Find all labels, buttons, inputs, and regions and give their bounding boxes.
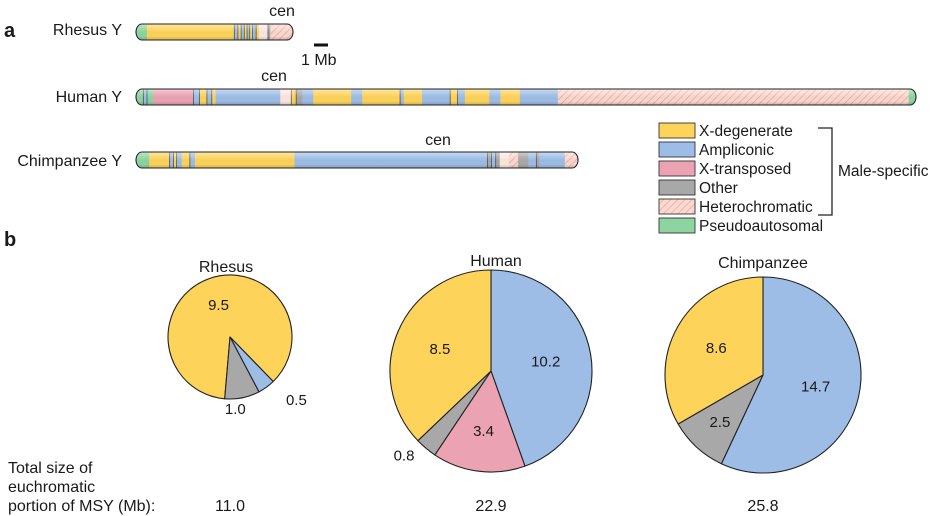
chimpanzee-slice-label-ampliconic: 14.7 [801,379,830,396]
human-slice-label-x-transposed: 3.4 [473,423,494,440]
chromosome-outline [135,151,579,169]
rhesus-total-size: 11.0 [215,498,245,515]
legend-label-pseudoautosomal: Pseudoautosomal [699,218,823,235]
total-size-label-line-3: portion of MSY (Mb): [8,498,155,515]
rhesus-slice-other [224,336,260,400]
legend-swatch-x-transposed [658,160,696,177]
rhesus-slice-label-x-degenerate: 9.5 [208,297,229,314]
human-slice-x-degenerate [389,269,492,442]
panel-a-label: a [4,20,16,42]
rhesus-centromere-label: cen [269,3,295,20]
legend-swatch-other [658,179,696,196]
chromosome-outline [135,23,294,41]
chromosome-outline [135,88,917,106]
human-slice-label-x-degenerate: 8.5 [429,341,450,358]
legend-label-other: Other [699,180,738,197]
chimpanzee-pie-title: Chimpanzee [718,255,808,272]
legend-label-x-transposed: X-transposed [699,161,791,178]
human-slice-ampliconic [490,269,593,467]
male-specific-bracket [818,127,833,216]
human-slice-label-ampliconic: 10.2 [531,354,560,371]
legend-swatch-pseudoautosomal [658,217,696,234]
human-centromere-label: cen [261,68,287,85]
legend-swatch-heterochromatic [658,198,696,215]
pie-charts: Rhesus 9.5 0.5 1.0 Human 10.2 3.4 0.8 8.5 Chimpan… [167,253,862,474]
chimpanzee-slice-label-x-degenerate: 8.6 [706,340,727,357]
human-slice-x-transposed [434,370,526,473]
legend-label-heterochromatic: Heterochromatic [699,199,813,216]
scale-bar-label: 1 Mb [301,52,337,69]
chimpanzee-centromere-label: cen [425,132,451,149]
panel-b-label: b [4,229,16,251]
rhesus-pie-title: Rhesus [199,259,253,276]
human-slice-label-other: 0.8 [394,447,415,464]
total-size-label-line-1: Total size of [8,460,93,477]
rhesus-y-chromosome [135,23,294,41]
human-total-size: 22.9 [475,498,506,515]
rhesus-slice-label-ampliconic: 0.5 [286,392,307,409]
chimpanzee-y-label: Chimpanzee Y [17,153,122,170]
rhesus-pie: Rhesus 9.5 0.5 1.0 [167,259,307,418]
human-pie-title: Human [470,253,522,270]
legend-label-x-degenerate: X-degenerate [699,123,793,140]
chimpanzee-total-size: 25.8 [747,498,778,515]
rhesus-y-label: Rhesus Y [53,22,122,39]
legend: X-degenerate Ampliconic X-transposed Other H… [658,122,823,235]
rhesus-slice-label-other: 1.0 [225,401,246,418]
chimpanzee-slice-ampliconic [720,276,862,474]
chimpanzee-y-chromosome [135,151,579,169]
human-y-label: Human Y [56,89,123,106]
male-specific-label: Male-specific [838,163,929,180]
legend-label-ampliconic: Ampliconic [699,142,774,159]
chimpanzee-pie: Chimpanzee 14.7 2.5 8.6 [664,255,862,474]
legend-swatch-ampliconic [658,141,696,158]
chimpanzee-slice-label-other: 2.5 [709,414,730,431]
total-size-label-line-2: euchromatic [8,479,95,496]
human-pie: Human 10.2 3.4 0.8 8.5 [389,253,593,473]
legend-swatch-x-degenerate [658,122,696,139]
human-y-chromosome [135,88,917,106]
chimpanzee-slice-x-degenerate [664,276,764,425]
